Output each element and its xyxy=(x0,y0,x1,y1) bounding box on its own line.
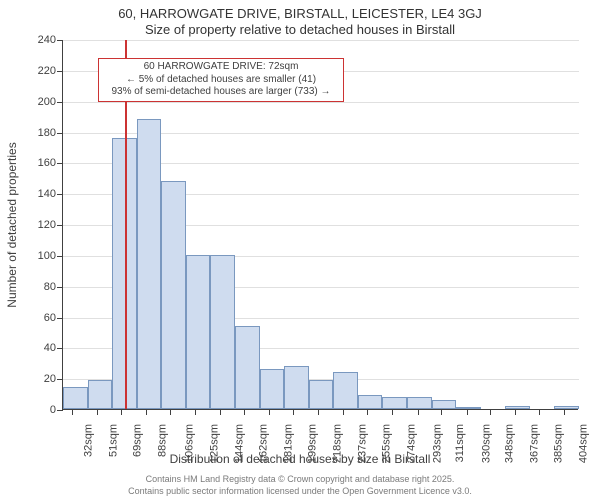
x-tick xyxy=(367,409,368,415)
histogram-bar xyxy=(432,400,456,409)
x-tick xyxy=(269,409,270,415)
histogram-bar xyxy=(260,369,284,409)
annotation-box: 60 HARROWGATE DRIVE: 72sqm ← 5% of detac… xyxy=(98,58,344,102)
x-tick xyxy=(121,409,122,415)
gridline-h xyxy=(63,102,579,103)
annotation-line1: 60 HARROWGATE DRIVE: 72sqm xyxy=(103,61,339,74)
histogram-bar xyxy=(284,366,309,409)
y-axis-label: Number of detached properties xyxy=(5,142,19,307)
y-tick xyxy=(57,379,63,380)
histogram-bar xyxy=(333,372,358,409)
y-tick xyxy=(57,348,63,349)
y-tick-label: 200 xyxy=(38,96,56,108)
chart-container: 60, HARROWGATE DRIVE, BIRSTALL, LEICESTE… xyxy=(0,0,600,500)
title-subtitle: Size of property relative to detached ho… xyxy=(0,22,600,37)
x-tick xyxy=(146,409,147,415)
y-tick-label: 160 xyxy=(38,157,56,169)
x-tick xyxy=(318,409,319,415)
y-tick xyxy=(57,40,63,41)
annotation-line3: 93% of semi-detached houses are larger (… xyxy=(103,86,339,99)
x-tick xyxy=(515,409,516,415)
histogram-bar xyxy=(63,387,88,409)
x-axis-label: Distribution of detached houses by size … xyxy=(0,452,600,466)
histogram-bar xyxy=(161,181,186,409)
y-tick xyxy=(57,225,63,226)
y-tick xyxy=(57,163,63,164)
footer-licence: Contains public sector information licen… xyxy=(0,486,600,496)
x-tick xyxy=(343,409,344,415)
x-tick xyxy=(220,409,221,415)
x-tick xyxy=(418,409,419,415)
y-tick-label: 100 xyxy=(38,250,56,262)
y-tick-label: 0 xyxy=(50,404,56,416)
histogram-bar xyxy=(358,395,382,409)
y-tick-label: 40 xyxy=(44,342,56,354)
y-tick-label: 20 xyxy=(44,373,56,385)
y-tick-label: 140 xyxy=(38,188,56,200)
y-tick-label: 120 xyxy=(38,219,56,231)
x-tick xyxy=(539,409,540,415)
y-tick-label: 80 xyxy=(44,281,56,293)
x-tick xyxy=(490,409,491,415)
histogram-bar xyxy=(309,380,333,409)
histogram-bar xyxy=(186,255,210,409)
histogram-bar xyxy=(382,397,407,409)
y-tick xyxy=(57,102,63,103)
x-tick xyxy=(195,409,196,415)
gridline-h xyxy=(63,40,579,41)
x-tick xyxy=(467,409,468,415)
title-address: 60, HARROWGATE DRIVE, BIRSTALL, LEICESTE… xyxy=(0,6,600,21)
x-tick xyxy=(170,409,171,415)
x-tick xyxy=(293,409,294,415)
histogram-bar xyxy=(210,255,235,409)
histogram-bar xyxy=(235,326,260,409)
plot-area: 02040608010012014016018020022024032sqm51… xyxy=(62,40,578,410)
x-tick xyxy=(72,409,73,415)
y-tick xyxy=(57,410,63,411)
annotation-line2: ← 5% of detached houses are smaller (41) xyxy=(103,74,339,87)
footer-copyright: Contains HM Land Registry data © Crown c… xyxy=(0,474,600,484)
histogram-bar xyxy=(456,407,481,409)
y-tick-label: 60 xyxy=(44,312,56,324)
y-tick-label: 180 xyxy=(38,127,56,139)
histogram-bar xyxy=(88,380,112,409)
x-tick xyxy=(97,409,98,415)
y-tick-label: 220 xyxy=(38,65,56,77)
x-tick xyxy=(564,409,565,415)
y-tick-label: 240 xyxy=(38,34,56,46)
histogram-bar xyxy=(137,119,161,409)
y-tick xyxy=(57,318,63,319)
y-tick xyxy=(57,133,63,134)
histogram-bar xyxy=(554,406,579,409)
histogram-bar xyxy=(505,406,530,409)
y-tick xyxy=(57,256,63,257)
x-tick xyxy=(441,409,442,415)
x-tick xyxy=(244,409,245,415)
y-tick xyxy=(57,194,63,195)
x-tick xyxy=(392,409,393,415)
y-tick xyxy=(57,71,63,72)
y-tick xyxy=(57,287,63,288)
histogram-bar xyxy=(407,397,432,409)
